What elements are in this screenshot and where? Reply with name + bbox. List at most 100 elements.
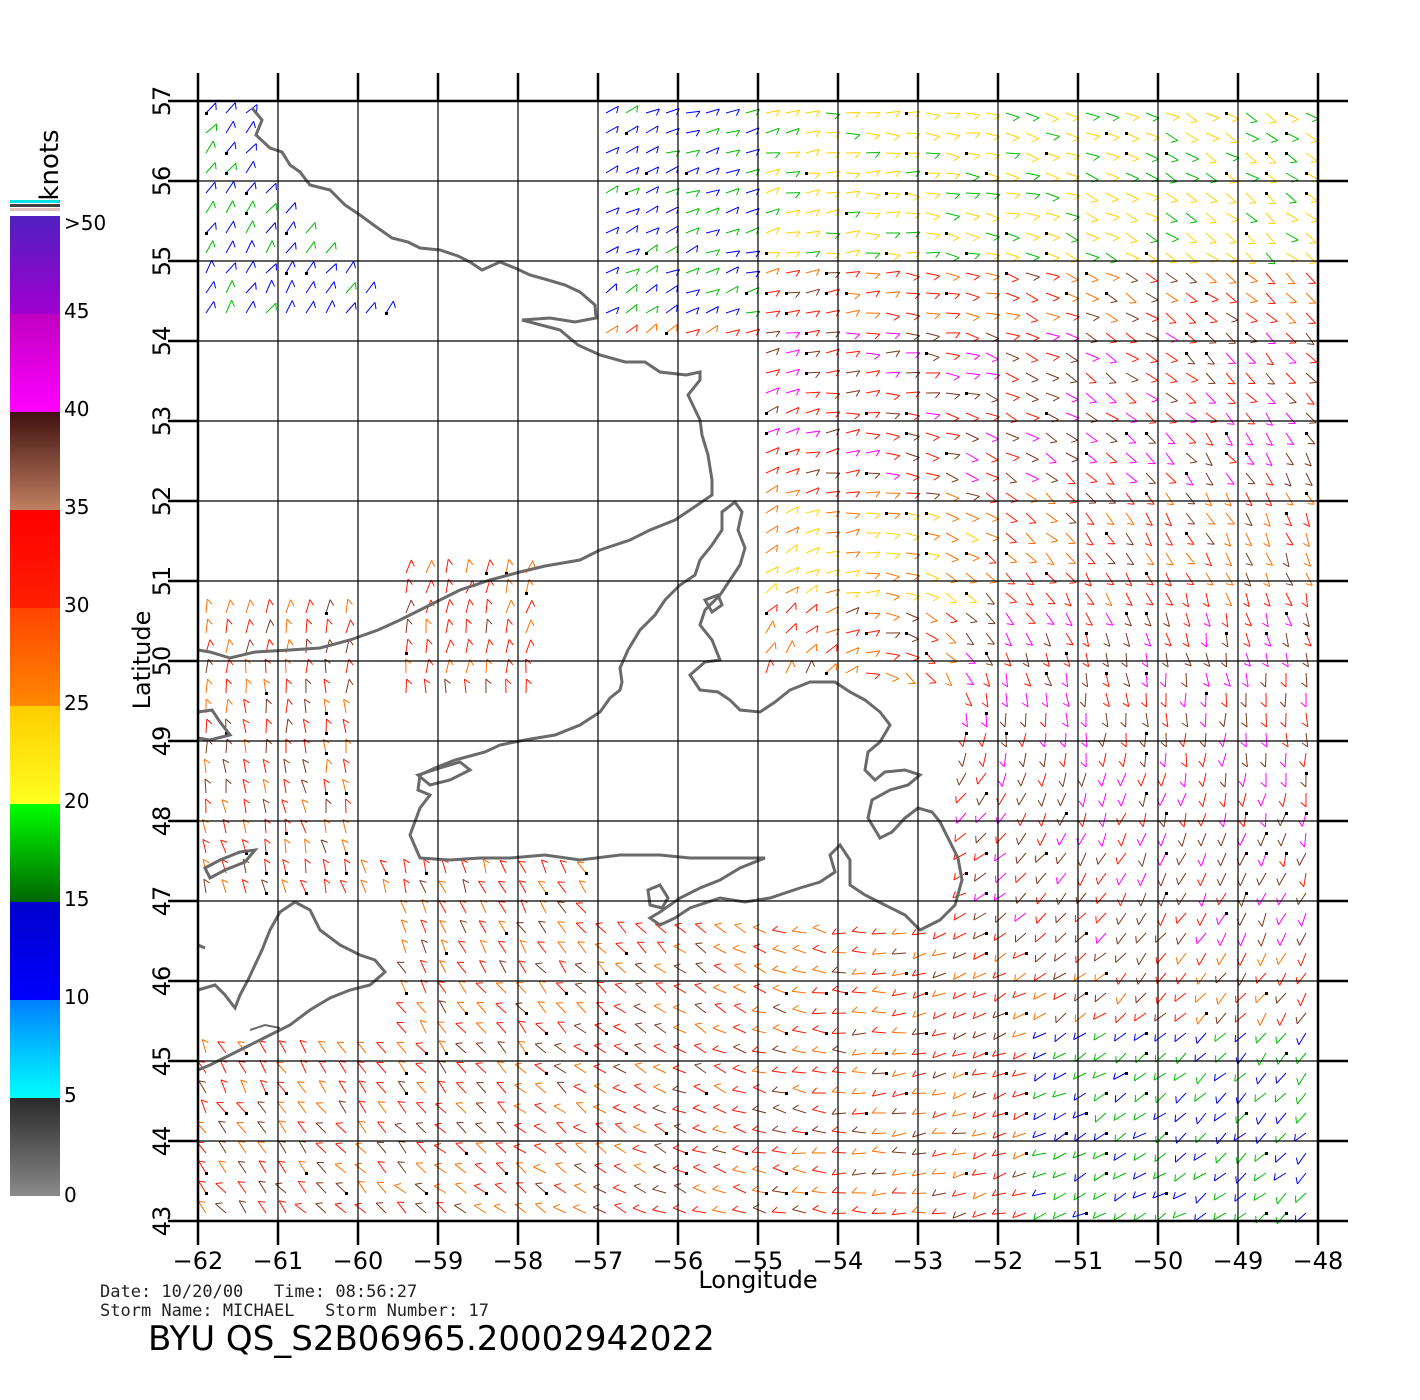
wind-barb xyxy=(765,484,778,494)
wind-barb xyxy=(1125,552,1135,565)
wind-barb-flag xyxy=(1013,335,1020,341)
wind-barb xyxy=(397,1161,407,1174)
wind-barb-flag xyxy=(314,222,317,230)
wind-barb xyxy=(473,1205,487,1214)
wind-barb-flag xyxy=(771,1145,779,1152)
wind-barb xyxy=(685,267,700,274)
wind-barb-flag xyxy=(976,798,980,806)
wind-barb xyxy=(1205,492,1213,507)
wind-barb xyxy=(1265,732,1268,748)
rain-flag xyxy=(905,1092,908,1095)
wind-barb xyxy=(1173,1072,1187,1082)
wind-barb xyxy=(1277,912,1287,926)
wind-barb-flag xyxy=(894,513,901,520)
wind-barb xyxy=(1197,972,1207,985)
wind-barb-flag xyxy=(513,1143,521,1147)
wind-barb xyxy=(1065,592,1072,607)
wind-barb xyxy=(1194,1092,1207,1102)
wind-barb-flag xyxy=(791,1126,798,1132)
wind-barb-flag xyxy=(871,1127,877,1135)
wind-barb-flag xyxy=(636,105,639,113)
wind-barb xyxy=(456,961,467,974)
wind-barb-flag xyxy=(791,986,798,992)
wind-barb xyxy=(1278,892,1287,906)
wind-barb xyxy=(851,1092,867,1095)
wind-barb-flag xyxy=(932,1111,936,1118)
wind-barb xyxy=(1045,392,1060,399)
wind-barb xyxy=(845,528,860,534)
wind-barb xyxy=(1145,592,1154,606)
wind-barb xyxy=(635,983,647,994)
wind-barb-flag xyxy=(1214,1034,1216,1042)
wind-barb-flag xyxy=(1169,482,1177,484)
wind-barb xyxy=(612,1107,627,1114)
wind-barb-flag xyxy=(732,1064,740,1069)
wind-barb xyxy=(1160,892,1167,907)
wind-barb xyxy=(985,132,1000,138)
wind-barb-flag xyxy=(1069,501,1077,504)
wind-barb xyxy=(1245,112,1258,122)
wind-barb xyxy=(714,1004,727,1014)
wind-barb-flag xyxy=(733,1123,740,1128)
wind-barb xyxy=(1005,292,1020,299)
wind-barb-flag xyxy=(1182,602,1189,608)
wind-barb xyxy=(1065,532,1076,544)
rain-flag xyxy=(665,332,668,335)
wind-barb-flag xyxy=(633,1103,641,1108)
wind-barb xyxy=(625,268,640,274)
wind-barb xyxy=(993,1092,1007,1100)
wind-barb xyxy=(634,1044,647,1054)
wind-barb xyxy=(420,979,427,994)
wind-barb xyxy=(912,1052,927,1056)
wind-barb-flag xyxy=(951,1148,957,1156)
wind-barb-flag xyxy=(1047,563,1055,565)
wind-barb xyxy=(1205,472,1214,486)
wind-barb-flag xyxy=(875,590,881,597)
wind-barb xyxy=(1005,272,1019,280)
wind-barb xyxy=(1102,752,1107,767)
wind-barb-flag xyxy=(1289,342,1297,344)
wind-barb-flag xyxy=(1009,601,1017,604)
wind-barb xyxy=(572,1206,587,1214)
wind-barb xyxy=(932,1092,947,1096)
rain-flag xyxy=(505,1172,508,1175)
wind-barb xyxy=(1205,412,1218,422)
wind-barb-flag xyxy=(1052,297,1060,302)
wind-barb xyxy=(891,1151,907,1154)
rain-flag xyxy=(685,1172,688,1175)
wind-barb xyxy=(237,1141,247,1154)
wind-barb-flag xyxy=(892,678,900,682)
wind-barb xyxy=(439,920,447,934)
wind-barb-flag xyxy=(535,962,543,965)
wind-barb-flag xyxy=(1132,318,1139,323)
wind-barb xyxy=(694,1044,707,1054)
wind-barb xyxy=(885,152,901,154)
wind-barb xyxy=(765,347,780,354)
wind-barb xyxy=(885,170,900,174)
wind-barb xyxy=(992,1012,1007,1019)
wind-barb xyxy=(1177,952,1187,965)
rain-flag xyxy=(1045,232,1048,235)
wind-barb xyxy=(1085,152,1100,158)
wind-barb xyxy=(1145,312,1159,320)
wind-barb xyxy=(665,324,678,334)
wind-barb-flag xyxy=(1052,197,1060,202)
wind-barb xyxy=(845,172,861,174)
wind-barb xyxy=(1125,572,1133,587)
rain-flag xyxy=(925,1032,928,1035)
wind-barb xyxy=(334,1163,347,1174)
wind-barb-flag xyxy=(993,893,996,901)
wind-barb xyxy=(605,146,620,154)
wind-barb-flag xyxy=(956,778,960,786)
wind-barb xyxy=(625,284,638,294)
wind-barb xyxy=(1245,352,1257,364)
wind-barb-flag xyxy=(313,241,317,249)
wind-barb-flag xyxy=(894,474,901,481)
wind-barb-flag xyxy=(1138,800,1144,807)
wind-barb xyxy=(832,1130,847,1134)
wind-barb-flag xyxy=(1210,420,1218,424)
wind-barb xyxy=(1276,1032,1287,1044)
wind-barb-flag xyxy=(815,288,820,296)
wind-barb xyxy=(632,1148,647,1154)
wind-barb xyxy=(1105,272,1120,279)
